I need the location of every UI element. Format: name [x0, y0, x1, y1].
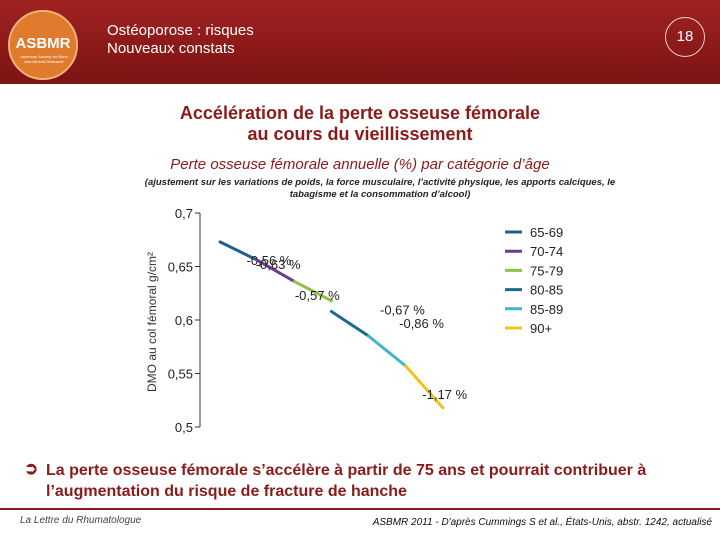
- page-number-badge: 18: [665, 17, 705, 57]
- legend-label-65-69: 65-69: [530, 225, 563, 240]
- series-line-80-85: [329, 309, 371, 338]
- asbmr-logo: ASBMR American Society for Bone and Mine…: [8, 10, 78, 80]
- slide-title-line2: au cours du vieillissement: [247, 124, 473, 144]
- legend-label-85-89: 85-89: [530, 302, 563, 317]
- slide-title: Accélération de la perte osseuse fémoral…: [100, 103, 620, 145]
- series-line-75-79: [292, 279, 333, 303]
- y-tick-label: 0,55: [168, 367, 193, 382]
- data-label-75-79: -0,57 %: [295, 288, 340, 303]
- chart-subtitle: (ajustement sur les variations de poids,…: [144, 177, 616, 200]
- legend-label-75-79: 75-79: [530, 263, 563, 278]
- header-title: Ostéoporose : risques Nouveaux constats: [107, 22, 254, 58]
- arrow-right-circle-icon: ➲: [24, 459, 39, 478]
- slide-title-line1: Accélération de la perte osseuse fémoral…: [179, 103, 541, 123]
- data-label-90+: -1,17 %: [422, 387, 467, 402]
- header-title-line1: Ostéoporose : risques: [107, 22, 254, 39]
- data-label-65-69: -0,56 %: [247, 253, 292, 268]
- footer-source-journal: La Lettre du Rhumatologue: [20, 515, 142, 526]
- legend-label-70-74: 70-74: [530, 244, 563, 259]
- series-line-90+: [404, 364, 445, 410]
- legend-label-80-85: 80-85: [530, 283, 563, 298]
- chart-title: Perte osseuse fémorale annuelle (%) par …: [170, 156, 550, 173]
- conclusion-text: La perte osseuse fémorale s’accélère à p…: [46, 462, 647, 500]
- footer-divider: [0, 508, 720, 510]
- logo-text: ASBMR: [15, 35, 71, 52]
- logo-subtitle: American Society for Bone and Mineral Re…: [20, 54, 68, 64]
- series-line-65-69: [218, 240, 259, 262]
- series-line-85-89: [367, 334, 408, 368]
- y-tick-label: 0,5: [175, 420, 193, 435]
- data-label-85-89: -0,86 %: [399, 316, 444, 331]
- legend-label-90+: 90+: [530, 321, 552, 336]
- series-line-70-74: [255, 258, 296, 283]
- y-tick-label: 0,6: [175, 313, 193, 328]
- header-title-line2: Nouveaux constats: [107, 40, 235, 57]
- y-tick-label: 0,65: [168, 260, 193, 275]
- y-tick-label: 0,7: [175, 206, 193, 221]
- data-label-70-74: -0,63 %: [256, 257, 301, 272]
- footer-reference: ASBMR 2011 - D'après Cummings S et al., …: [372, 517, 712, 528]
- data-label-80-85: -0,67 %: [380, 303, 425, 318]
- slide-header: ASBMR American Society for Bone and Mine…: [0, 0, 720, 84]
